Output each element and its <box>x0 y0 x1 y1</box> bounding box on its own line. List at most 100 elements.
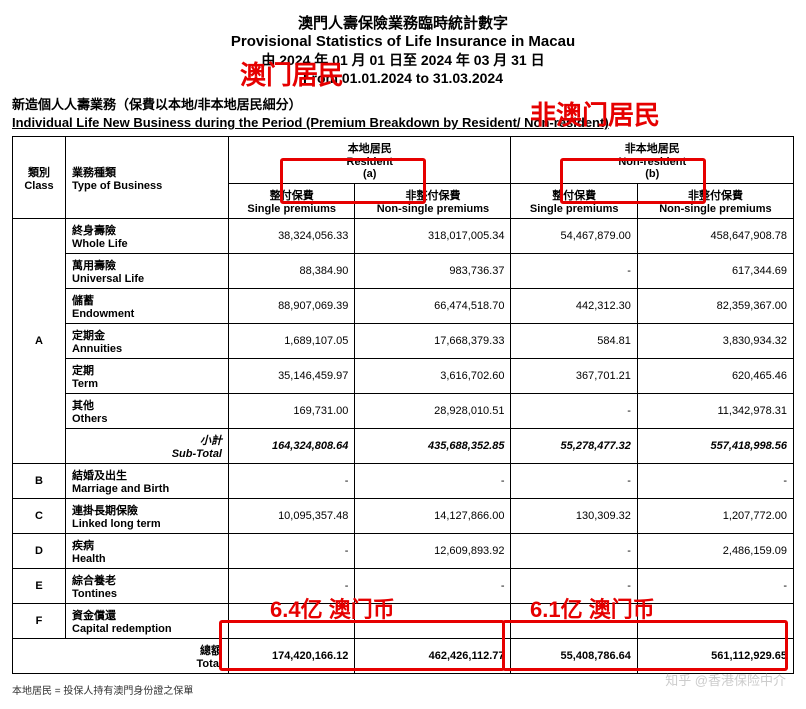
value-cell: 557,418,998.56 <box>637 429 793 464</box>
value-cell: - <box>637 464 793 499</box>
value-cell: 561,112,929.65 <box>637 639 793 674</box>
value-cell: 35,146,459.97 <box>229 359 355 394</box>
value-cell: 2,486,159.09 <box>637 534 793 569</box>
table-row: E綜合養老Tontines---- <box>13 569 794 604</box>
biz-label: 結婚及出生Marriage and Birth <box>66 464 229 499</box>
total-label: 總額Total <box>13 639 229 674</box>
table-row: F資金償還Capital redemption---- <box>13 604 794 639</box>
value-cell: 1,207,772.00 <box>637 499 793 534</box>
biz-label: 定期Term <box>66 359 229 394</box>
period-cn: 由 2024 年 01 月 01 日至 2024 年 03 月 31 日 <box>12 50 794 70</box>
value-cell: 55,278,477.32 <box>511 429 637 464</box>
value-cell: - <box>355 464 511 499</box>
col-resident: 本地居民Resident(a) <box>229 137 511 184</box>
watermark: 知乎 @香港保险中介 <box>665 670 786 689</box>
value-cell: 367,701.21 <box>511 359 637 394</box>
col-nonresident: 非本地居民Non-resident(b) <box>511 137 794 184</box>
value-cell: 164,324,808.64 <box>229 429 355 464</box>
table-row: 其他Others169,731.0028,928,010.51-11,342,9… <box>13 394 794 429</box>
data-table: 類別Class業務種類Type of Business本地居民Resident(… <box>12 136 794 674</box>
value-cell: - <box>511 569 637 604</box>
value-cell: 3,830,934.32 <box>637 324 793 359</box>
value-cell: 174,420,166.12 <box>229 639 355 674</box>
biz-label: 萬用壽險Universal Life <box>66 254 229 289</box>
value-cell: 54,467,879.00 <box>511 219 637 254</box>
class-E: E <box>13 569 66 604</box>
table-row: B結婚及出生Marriage and Birth---- <box>13 464 794 499</box>
value-cell: 55,408,786.64 <box>511 639 637 674</box>
subtotal-label: 小計Sub-Total <box>66 429 229 464</box>
table-row: 定期金Annuities1,689,107.0517,668,379.33584… <box>13 324 794 359</box>
value-cell: 66,474,518.70 <box>355 289 511 324</box>
value-cell: 38,324,056.33 <box>229 219 355 254</box>
value-cell: 88,907,069.39 <box>229 289 355 324</box>
value-cell: - <box>511 254 637 289</box>
class-D: D <box>13 534 66 569</box>
value-cell: 17,668,379.33 <box>355 324 511 359</box>
value-cell: 14,127,866.00 <box>355 499 511 534</box>
value-cell: - <box>355 569 511 604</box>
value-cell: - <box>637 569 793 604</box>
value-cell: 442,312.30 <box>511 289 637 324</box>
col-nonsingle: 非整付保費Non-single premiums <box>637 184 793 219</box>
value-cell: 983,736.37 <box>355 254 511 289</box>
table-row: D疾病Health-12,609,893.92-2,486,159.09 <box>13 534 794 569</box>
biz-label: 資金償還Capital redemption <box>66 604 229 639</box>
table-row: 定期Term35,146,459.973,616,702.60367,701.2… <box>13 359 794 394</box>
class-A: A <box>13 219 66 464</box>
biz-label: 綜合養老Tontines <box>66 569 229 604</box>
biz-label: 連掛長期保險Linked long term <box>66 499 229 534</box>
value-cell: 462,426,112.77 <box>355 639 511 674</box>
class-C: C <box>13 499 66 534</box>
section-subheader: 新造個人人壽業務（保費以本地/非本地居民細分） Individual Life … <box>12 94 794 130</box>
value-cell: 620,465.46 <box>637 359 793 394</box>
col-nonsingle: 非整付保費Non-single premiums <box>355 184 511 219</box>
value-cell: 3,616,702.60 <box>355 359 511 394</box>
biz-label: 定期金Annuities <box>66 324 229 359</box>
total-row: 總額Total174,420,166.12462,426,112.7755,40… <box>13 639 794 674</box>
value-cell: - <box>229 534 355 569</box>
title-cn: 澳門人壽保險業務臨時統計數字 <box>12 12 794 33</box>
subheader-en: Individual Life New Business during the … <box>12 115 794 130</box>
biz-label: 疾病Health <box>66 534 229 569</box>
value-cell: 617,344.69 <box>637 254 793 289</box>
col-business: 業務種類Type of Business <box>66 137 229 219</box>
value-cell: 130,309.32 <box>511 499 637 534</box>
class-B: B <box>13 464 66 499</box>
value-cell: 435,688,352.85 <box>355 429 511 464</box>
title-en: Provisional Statistics of Life Insurance… <box>12 33 794 50</box>
value-cell: - <box>355 604 511 639</box>
table-row: 儲蓄Endowment88,907,069.3966,474,518.70442… <box>13 289 794 324</box>
table-row: 萬用壽險Universal Life88,384.90983,736.37-61… <box>13 254 794 289</box>
value-cell: - <box>511 534 637 569</box>
value-cell: 458,647,908.78 <box>637 219 793 254</box>
class-F: F <box>13 604 66 639</box>
value-cell: 88,384.90 <box>229 254 355 289</box>
col-single: 整付保費Single premiums <box>511 184 637 219</box>
value-cell: 169,731.00 <box>229 394 355 429</box>
col-class: 類別Class <box>13 137 66 219</box>
value-cell: 82,359,367.00 <box>637 289 793 324</box>
period-en: From 01.01.2024 to 31.03.2024 <box>12 70 794 86</box>
biz-label: 終身壽險Whole Life <box>66 219 229 254</box>
value-cell: - <box>511 464 637 499</box>
biz-label: 儲蓄Endowment <box>66 289 229 324</box>
value-cell: 1,689,107.05 <box>229 324 355 359</box>
value-cell: - <box>229 464 355 499</box>
value-cell: 11,342,978.31 <box>637 394 793 429</box>
table-row: C連掛長期保險Linked long term10,095,357.4814,1… <box>13 499 794 534</box>
value-cell: 318,017,005.34 <box>355 219 511 254</box>
value-cell: - <box>637 604 793 639</box>
value-cell: - <box>229 604 355 639</box>
table-row: A終身壽險Whole Life38,324,056.33318,017,005.… <box>13 219 794 254</box>
value-cell: 12,609,893.92 <box>355 534 511 569</box>
biz-label: 其他Others <box>66 394 229 429</box>
value-cell: - <box>229 569 355 604</box>
value-cell: - <box>511 394 637 429</box>
value-cell: 28,928,010.51 <box>355 394 511 429</box>
subheader-cn: 新造個人人壽業務（保費以本地/非本地居民細分） <box>12 94 794 113</box>
value-cell: 584.81 <box>511 324 637 359</box>
value-cell: 10,095,357.48 <box>229 499 355 534</box>
value-cell: - <box>511 604 637 639</box>
report-header: 澳門人壽保險業務臨時統計數字 Provisional Statistics of… <box>12 12 794 86</box>
